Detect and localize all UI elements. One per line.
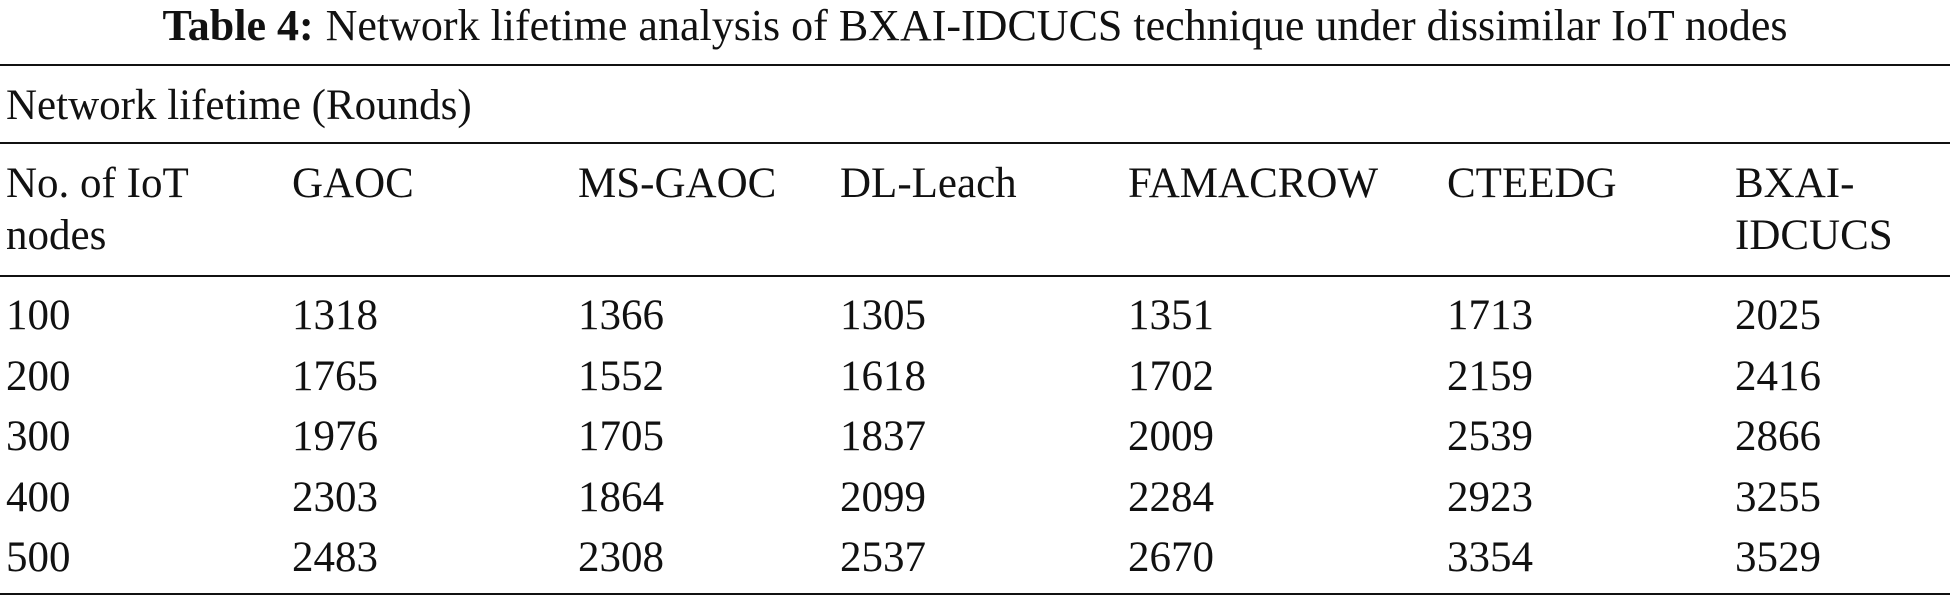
- cell: 400: [6, 473, 71, 521]
- cell: 2537: [840, 534, 926, 581]
- cell: 2099: [840, 473, 926, 521]
- cell: 2303: [292, 473, 378, 521]
- cell: 1552: [578, 352, 664, 400]
- column-header: FAMACROW: [1128, 160, 1379, 207]
- cell: 3529: [1735, 534, 1821, 581]
- top-rule: [0, 64, 1950, 66]
- cell: 2923: [1447, 473, 1533, 521]
- cell: 1765: [292, 352, 378, 400]
- rule: [0, 142, 1950, 144]
- cell: 1351: [1128, 292, 1214, 339]
- cell: 2284: [1128, 473, 1214, 521]
- cell: 3255: [1735, 473, 1821, 521]
- column-header: BXAI-IDCUCS: [1735, 160, 1893, 259]
- cell: 1702: [1128, 352, 1214, 400]
- cell: 1705: [578, 413, 664, 460]
- cell: 2308: [578, 534, 664, 581]
- cell: 1976: [292, 413, 378, 460]
- column-header: MS-GAOC: [578, 160, 777, 207]
- cell: 2416: [1735, 352, 1821, 400]
- bottom-rule: [0, 593, 1950, 595]
- cell: 300: [6, 413, 71, 460]
- group-header: Network lifetime (Rounds): [6, 82, 472, 129]
- cell: 500: [6, 534, 71, 581]
- cell: 1305: [840, 292, 926, 339]
- column-header: No. of IoT nodes: [6, 160, 188, 259]
- cell: 1618: [840, 352, 926, 400]
- cell: 2670: [1128, 534, 1214, 581]
- cell: 2866: [1735, 413, 1821, 460]
- cell: 2159: [1447, 352, 1533, 400]
- cell: 3354: [1447, 534, 1533, 581]
- caption-label: Table 4:: [162, 1, 314, 50]
- cell: 1713: [1447, 292, 1533, 339]
- cell: 1318: [292, 292, 378, 339]
- cell: 2025: [1735, 292, 1821, 339]
- caption: Table 4: Network lifetime analysis of BXA…: [0, 0, 1950, 52]
- cell: 2483: [292, 534, 378, 581]
- column-header: GAOC: [292, 160, 414, 207]
- cell: 1837: [840, 413, 926, 460]
- column-header: CTEEDG: [1447, 160, 1617, 207]
- cell: 2009: [1128, 413, 1214, 460]
- cell: 200: [6, 352, 71, 400]
- cell: 1366: [578, 292, 664, 339]
- cell: 1864: [578, 473, 664, 521]
- cell: 2539: [1447, 413, 1533, 460]
- column-header: DL-Leach: [840, 160, 1017, 207]
- caption-text: Network lifetime analysis of BXAI-IDCUCS…: [325, 1, 1788, 50]
- cell: 100: [6, 292, 71, 339]
- rule: [0, 275, 1950, 277]
